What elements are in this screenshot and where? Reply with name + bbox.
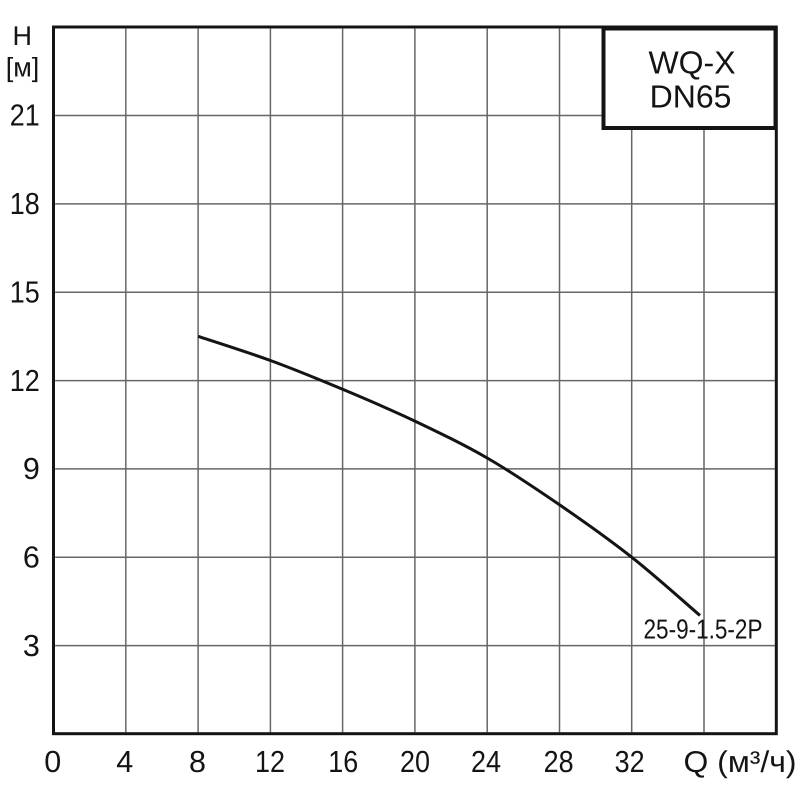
svg-text:24: 24	[471, 745, 501, 779]
svg-text:H: H	[12, 21, 32, 51]
svg-text:Q (м³/ч): Q (м³/ч)	[684, 746, 797, 779]
svg-text:3: 3	[23, 629, 40, 663]
svg-text:8: 8	[189, 745, 206, 779]
svg-text:4: 4	[116, 745, 133, 779]
svg-text:0: 0	[44, 745, 61, 779]
svg-text:20: 20	[400, 745, 430, 779]
svg-text:DN65: DN65	[650, 79, 732, 115]
svg-text:32: 32	[615, 745, 645, 779]
svg-text:12: 12	[10, 364, 40, 398]
svg-text:9: 9	[23, 452, 40, 486]
svg-text:21: 21	[10, 99, 40, 133]
svg-text:28: 28	[544, 745, 574, 779]
svg-text:[м]: [м]	[6, 52, 40, 82]
svg-text:16: 16	[328, 745, 358, 779]
svg-text:15: 15	[10, 275, 40, 309]
svg-text:6: 6	[23, 541, 40, 575]
svg-text:25-9-1.5-2P: 25-9-1.5-2P	[644, 613, 763, 644]
svg-text:WQ-X: WQ-X	[648, 44, 735, 80]
svg-text:18: 18	[10, 187, 40, 221]
svg-text:12: 12	[255, 745, 285, 779]
